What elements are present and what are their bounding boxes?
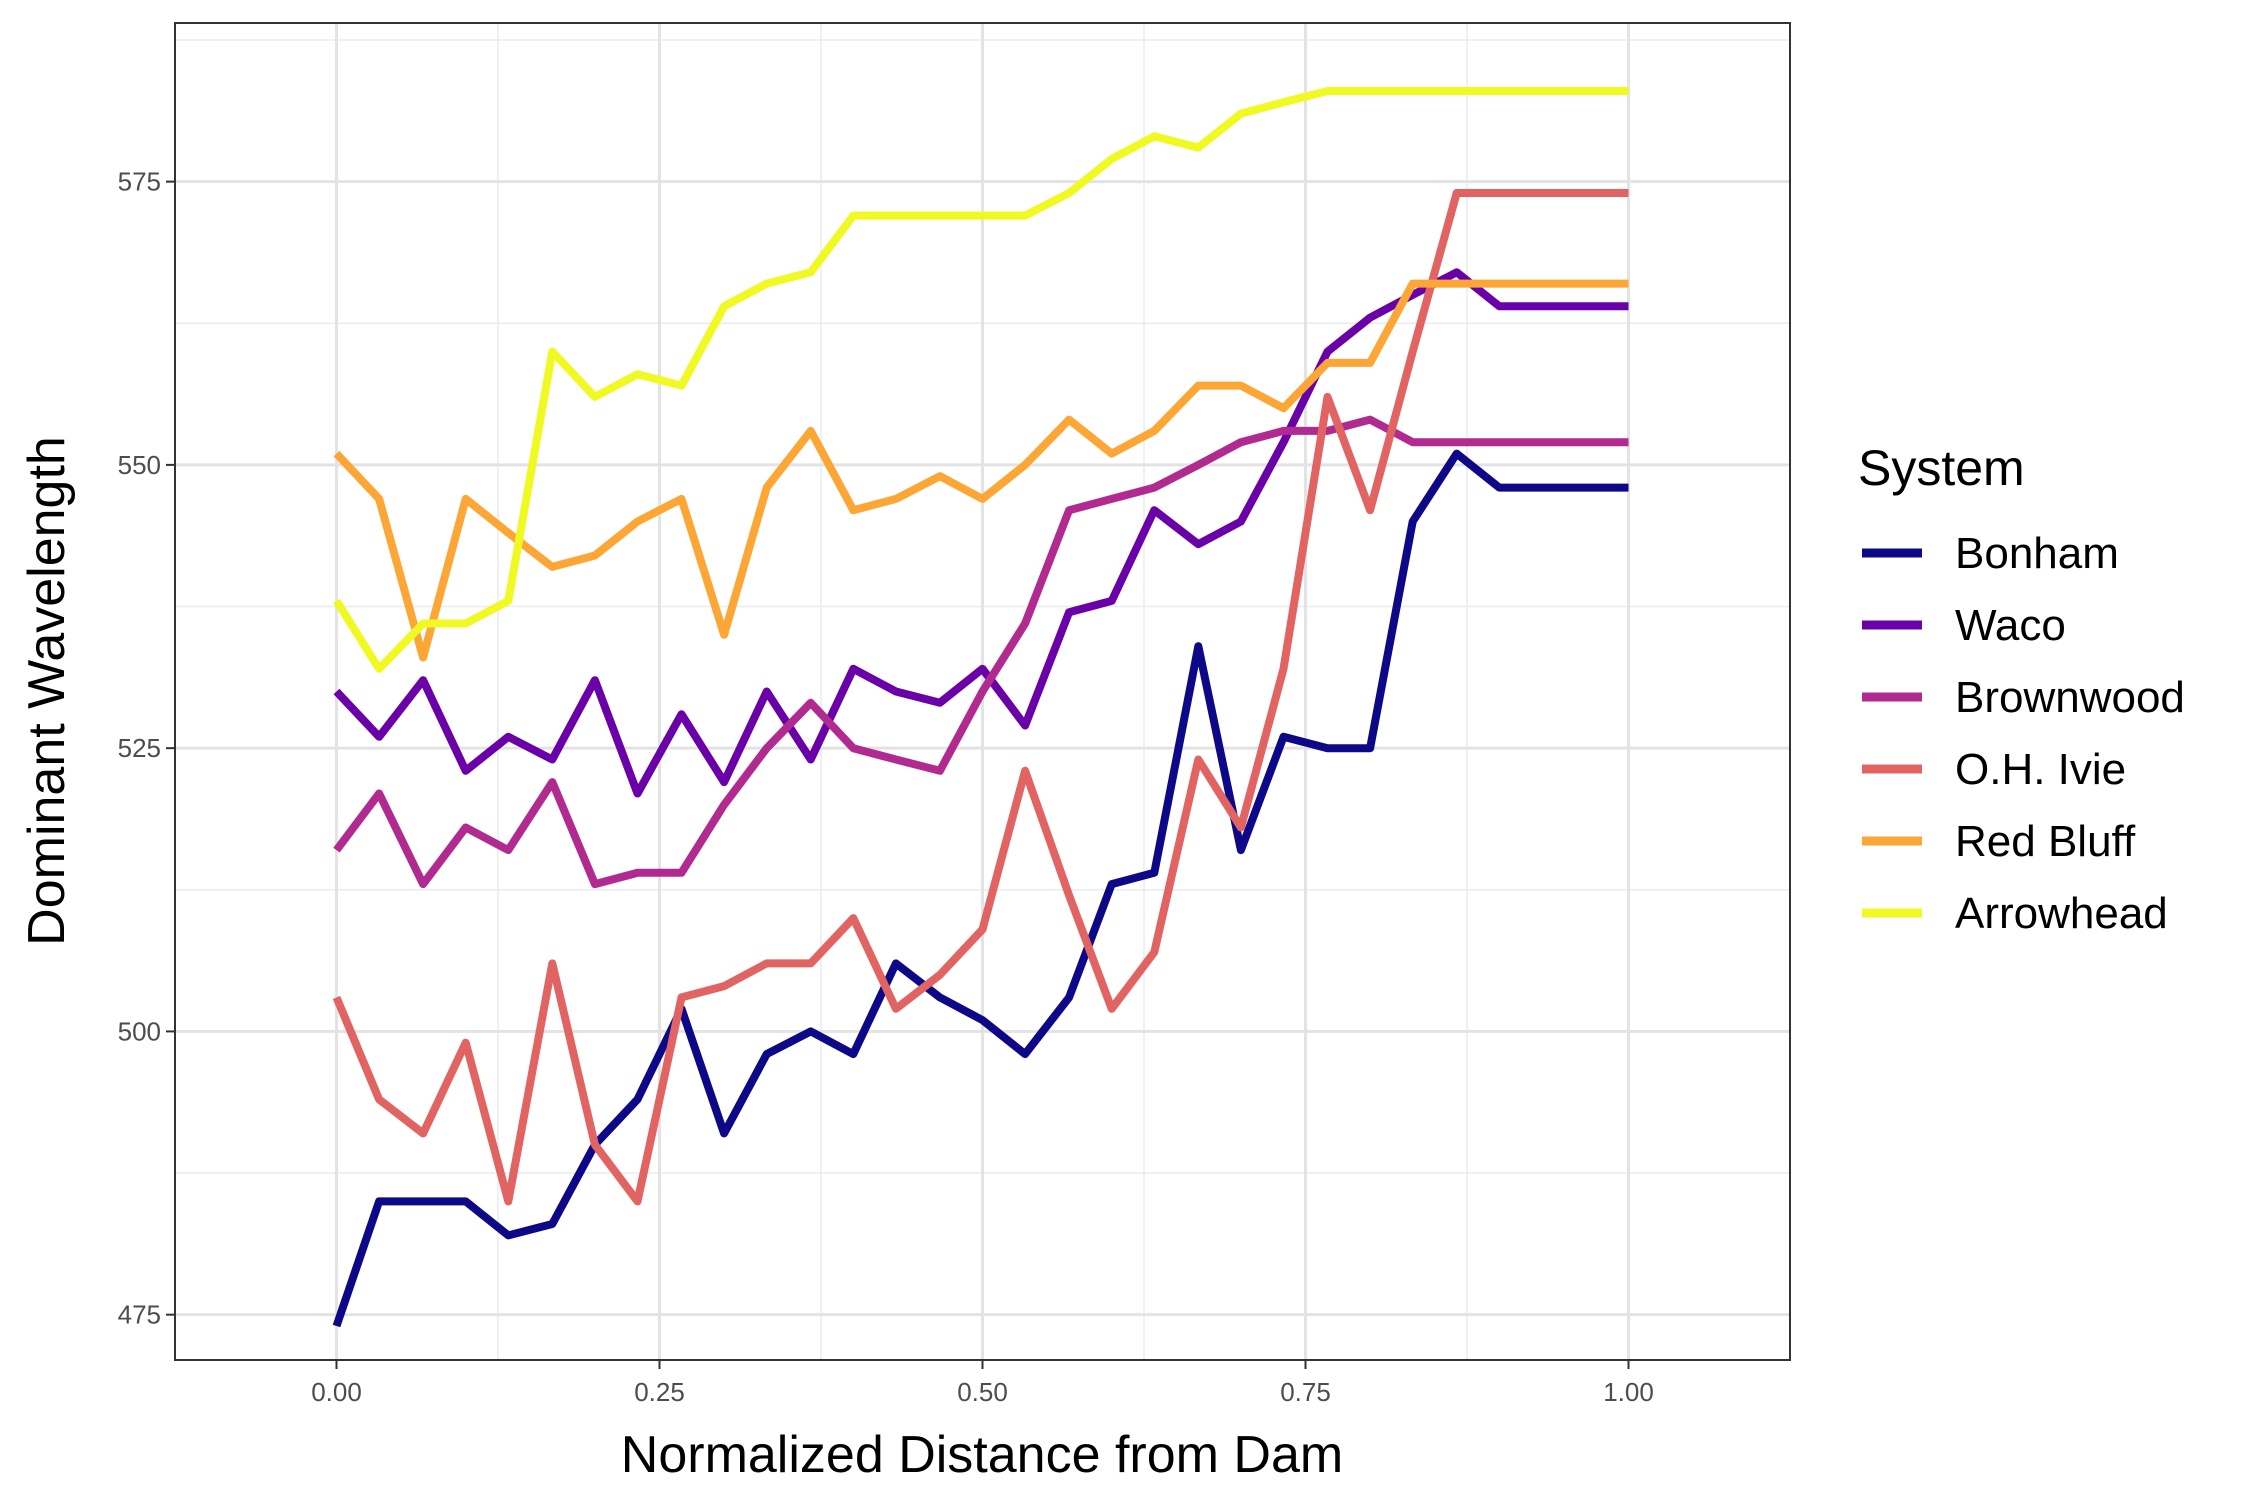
y-tick-label: 475 [118,1300,161,1330]
series-line-bonham [332,449,1629,1328]
series-line-waco [333,268,1629,798]
y-tick-label: 500 [118,1016,161,1046]
x-axis: 0.00 0.25 0.50 0.75 1.00 [311,1360,1654,1407]
series-line-o-h-ivie [332,189,1629,1206]
legend-label-arrowhead: Arrowhead [1955,889,2168,938]
x-tick-label: 0.50 [957,1377,1008,1407]
legend-label-o-h-ivie: O.H. Ivie [1955,745,2126,794]
legend-label-bonham: Bonham [1955,529,2119,578]
legend-label-waco: Waco [1955,601,2066,650]
legend-label-brownwood: Brownwood [1955,673,2185,722]
series-line-arrowhead [333,87,1629,673]
legend-label-red-bluff: Red Bluff [1955,817,2136,866]
series-lines [332,87,1629,1328]
y-tick-label: 525 [118,733,161,763]
x-tick-label: 1.00 [1603,1377,1654,1407]
series-line-red-bluff [333,279,1629,662]
legend: System Bonham Waco Brownwood O.H. Ivie Red B… [1858,440,2185,938]
series-line-brownwood [333,415,1629,889]
y-axis: 475 500 525 550 575 [118,167,175,1330]
y-tick-label: 550 [118,450,161,480]
x-tick-label: 0.25 [634,1377,685,1407]
legend-title: System [1858,440,2025,496]
x-axis-title: Normalized Distance from Dam [621,1426,1343,1484]
y-tick-label: 575 [118,167,161,197]
x-tick-label: 0.75 [1280,1377,1331,1407]
y-axis-title: Dominant Wavelength [18,436,76,946]
x-tick-label: 0.00 [311,1377,362,1407]
